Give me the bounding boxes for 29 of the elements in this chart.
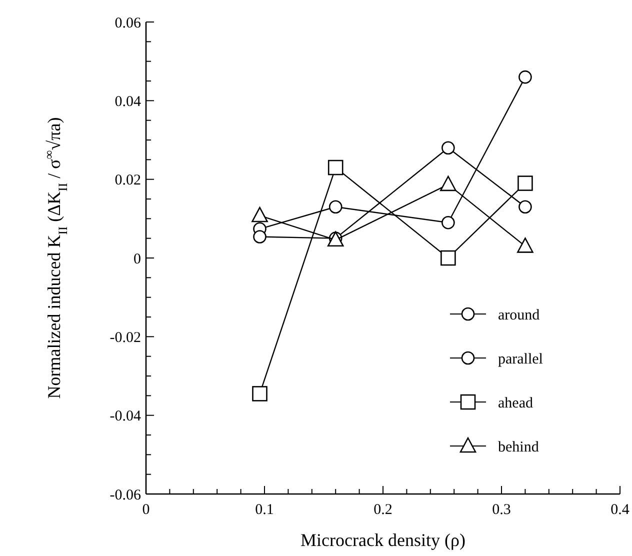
x-tick-label: 0.3 — [492, 502, 511, 518]
point — [440, 250, 456, 266]
point — [328, 160, 344, 176]
point — [518, 176, 533, 191]
y-tick-label: 0.06 — [114, 15, 142, 32]
point — [442, 141, 455, 155]
legend-label: around — [498, 307, 540, 324]
x-tick-label: 0.1 — [255, 502, 274, 518]
x-axis-title: Microcrack density (ρ) — [300, 530, 466, 550]
point — [253, 230, 266, 244]
y-tick-label: 0.04 — [114, 94, 142, 110]
point — [440, 176, 456, 192]
y-tick-label: 0 — [134, 251, 141, 268]
point — [328, 200, 342, 214]
y-tick-label: 0.02 — [114, 172, 141, 189]
y-tick-label: -0.04 — [110, 408, 142, 425]
y-tick-label: -0.06 — [110, 487, 142, 504]
point — [518, 70, 532, 84]
point — [442, 216, 455, 230]
x-tick-label: 0.4 — [610, 502, 630, 518]
point — [252, 206, 268, 222]
legend-label: ahead — [498, 395, 534, 412]
x-tick-label: 0.2 — [374, 502, 392, 518]
legend-label: parallel — [498, 351, 543, 368]
point — [517, 238, 534, 253]
point — [518, 200, 532, 214]
point — [252, 386, 268, 402]
legend-label: behind — [498, 439, 540, 456]
y-tick-label: -0.02 — [110, 330, 141, 346]
